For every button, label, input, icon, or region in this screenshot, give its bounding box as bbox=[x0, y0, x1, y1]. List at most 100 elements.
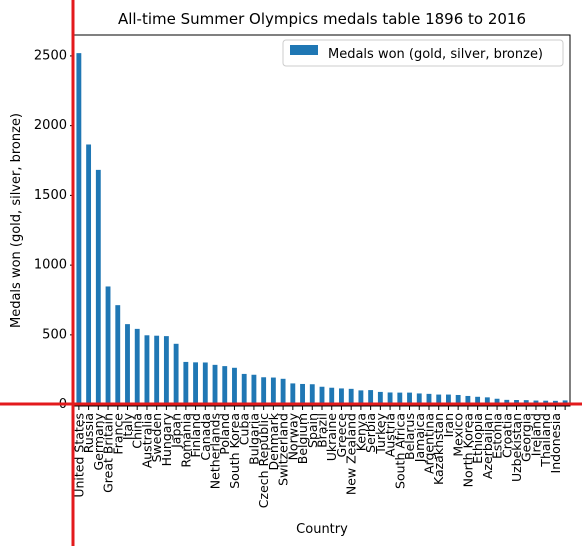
bar bbox=[222, 366, 228, 405]
bar bbox=[446, 394, 451, 405]
x-tick-label: Switzerland bbox=[276, 413, 291, 486]
bar bbox=[95, 169, 101, 405]
x-tick-label: Serbia bbox=[363, 413, 378, 453]
x-tick-label: Belgium bbox=[295, 413, 310, 464]
bar bbox=[426, 393, 432, 405]
x-tick-label: Finland bbox=[188, 413, 203, 458]
x-tick-label: Australia bbox=[139, 413, 154, 468]
x-tick-label: Romania bbox=[178, 413, 193, 468]
bar bbox=[280, 378, 286, 405]
bar bbox=[173, 343, 179, 405]
x-axis-label: Country bbox=[296, 522, 348, 537]
bar bbox=[309, 384, 315, 405]
x-tick-label: South Africa bbox=[392, 413, 407, 489]
bar bbox=[241, 373, 247, 405]
x-tick-label: Spain bbox=[305, 413, 320, 448]
legend-swatch bbox=[290, 45, 318, 55]
x-tick-label: Cuba bbox=[237, 413, 252, 445]
x-tick-label: Poland bbox=[217, 413, 232, 455]
legend: Medals won (gold, silver, bronze) bbox=[282, 39, 564, 67]
x-tick-label: Azerbaijan bbox=[480, 413, 495, 479]
x-tick-label: Georgia bbox=[519, 413, 534, 462]
bar bbox=[105, 286, 111, 405]
x-tick-label: Ethiopia bbox=[470, 413, 485, 464]
x-tick-label: Greece bbox=[334, 413, 349, 458]
y-tick-label: 2500 bbox=[34, 48, 67, 63]
bar bbox=[300, 383, 305, 405]
x-tick-label: Estonia bbox=[490, 413, 505, 459]
x-tick-label: North Korea bbox=[460, 413, 475, 487]
bar bbox=[407, 392, 412, 405]
x-tick-label: Austria bbox=[383, 413, 398, 457]
x-tick-label: Russia bbox=[81, 413, 96, 453]
x-tick-label: Mexico bbox=[451, 413, 466, 457]
bar bbox=[436, 394, 442, 405]
x-tick-label: Ukraine bbox=[324, 413, 339, 462]
bar bbox=[232, 367, 237, 405]
x-tick-label: Netherlands bbox=[208, 413, 223, 489]
x-tick-label: Norway bbox=[285, 412, 300, 460]
bar bbox=[494, 398, 500, 405]
bar bbox=[163, 336, 169, 405]
bar bbox=[348, 388, 354, 405]
bar bbox=[377, 391, 383, 405]
x-tick-label: France bbox=[110, 413, 125, 455]
bar bbox=[212, 364, 218, 405]
x-tick-label: Brazil bbox=[315, 413, 330, 448]
x-tick-label: Germany bbox=[91, 412, 106, 470]
x-tick-label: Belarus bbox=[402, 413, 417, 460]
y-axis-label: Medals won (gold, silver, bronze) bbox=[9, 113, 24, 328]
bar bbox=[387, 392, 393, 405]
x-tick-label: United States bbox=[71, 413, 86, 498]
bar bbox=[484, 397, 490, 405]
bar bbox=[465, 395, 471, 405]
x-tick-label: Jamaica bbox=[412, 413, 427, 463]
y-tick-label: 2000 bbox=[34, 118, 67, 133]
x-tick-label: Kenya bbox=[353, 413, 368, 451]
x-tick-label: New Zealand bbox=[344, 413, 359, 495]
bar bbox=[76, 53, 82, 405]
x-tick-label: Bulgaria bbox=[246, 413, 261, 465]
bar bbox=[270, 377, 276, 405]
x-tick-label: China bbox=[130, 413, 145, 449]
bar bbox=[202, 362, 208, 405]
bar bbox=[416, 393, 422, 405]
bar bbox=[504, 399, 510, 405]
bar bbox=[514, 400, 519, 405]
bars-group bbox=[76, 53, 568, 405]
x-tick-label: Hungary bbox=[159, 412, 174, 466]
x-tick-label: South Korea bbox=[227, 413, 242, 489]
bar bbox=[523, 400, 529, 405]
x-tick-label: Argentina bbox=[421, 413, 436, 474]
x-tick-label: Great Britain bbox=[101, 413, 116, 493]
bar bbox=[397, 392, 403, 405]
x-tick-label: Kazakhstan bbox=[431, 413, 446, 485]
bar bbox=[125, 324, 130, 405]
bar bbox=[86, 144, 92, 405]
bar bbox=[290, 383, 296, 405]
x-tick-label: Denmark bbox=[266, 412, 281, 470]
legend-label: Medals won (gold, silver, bronze) bbox=[328, 47, 543, 62]
x-tick-label: Sweden bbox=[149, 413, 164, 462]
bar bbox=[115, 305, 121, 405]
bar bbox=[329, 387, 335, 405]
chart-title: All-time Summer Olympics medals table 18… bbox=[118, 10, 526, 28]
bar bbox=[251, 374, 257, 405]
x-tick-label: Turkey bbox=[373, 412, 388, 454]
x-tick-label: Indonesia bbox=[548, 413, 563, 473]
x-tick-label: Ireland bbox=[528, 413, 543, 456]
y-tick-label: 1000 bbox=[34, 258, 67, 273]
bar bbox=[339, 388, 344, 405]
bar bbox=[368, 390, 374, 405]
x-tick-label: Uzbekistan bbox=[509, 413, 524, 482]
bar bbox=[455, 394, 461, 405]
x-tick-label: Japan bbox=[169, 413, 184, 449]
x-tick-label: Croatia bbox=[499, 413, 514, 458]
bar bbox=[154, 335, 160, 405]
x-tick-label: Canada bbox=[198, 413, 213, 461]
x-tick-label: Italy bbox=[120, 412, 135, 440]
x-tick-label: Czech Republic bbox=[256, 413, 271, 508]
bar bbox=[193, 362, 198, 405]
bar bbox=[319, 386, 325, 405]
y-axis: 05001000150020002500 bbox=[34, 48, 74, 412]
